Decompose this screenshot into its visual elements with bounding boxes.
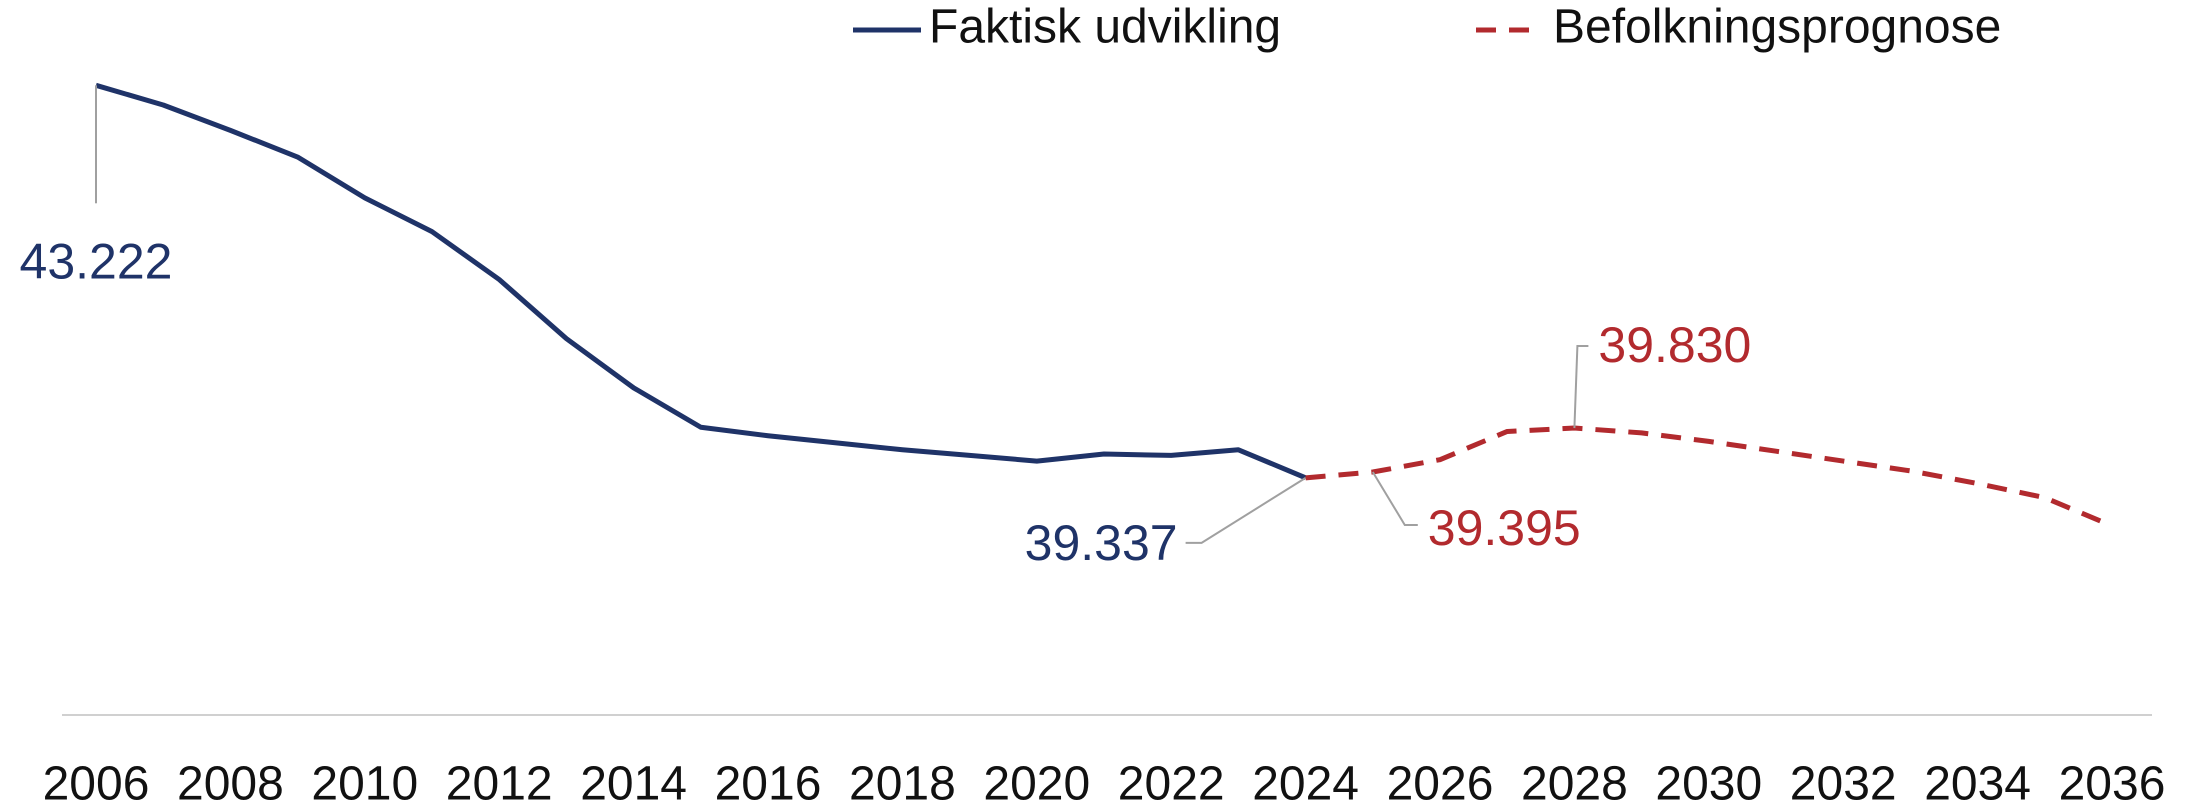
series-line	[1305, 425, 2113, 529]
legend-label: Befolkningsprognose	[1553, 1, 2001, 54]
legend-label: Faktisk udvikling	[929, 1, 1281, 54]
x-tick-label: 2018	[849, 758, 956, 808]
x-tick-label: 2006	[43, 758, 150, 808]
x-tick-label: 2016	[715, 758, 822, 808]
x-tick-label: 2030	[1655, 758, 1762, 808]
data-label: 39.337	[1025, 515, 1178, 571]
data-label: 43.222	[20, 234, 173, 290]
series-line	[95, 82, 1307, 481]
x-tick-label: 2036	[2059, 758, 2166, 808]
x-tick-label: 2032	[1790, 758, 1897, 808]
x-tick-label: 2012	[446, 758, 553, 808]
x-tick-label: 2014	[580, 758, 687, 808]
x-tick-label: 2026	[1387, 758, 1494, 808]
leader-line	[1573, 345, 1589, 429]
leader-line	[1371, 471, 1418, 526]
x-tick-label: 2010	[311, 758, 418, 808]
x-tick-label: 2024	[1252, 758, 1359, 808]
x-tick-label: 2028	[1521, 758, 1628, 808]
x-tick-label: 2008	[177, 758, 284, 808]
x-tick-label: 2020	[983, 758, 1090, 808]
leader-line	[1185, 477, 1307, 544]
data-label: 39.395	[1428, 500, 1581, 556]
x-tick-label: 2022	[1118, 758, 1225, 808]
data-label: 39.830	[1598, 317, 1751, 373]
x-tick-label: 2034	[1924, 758, 2031, 808]
